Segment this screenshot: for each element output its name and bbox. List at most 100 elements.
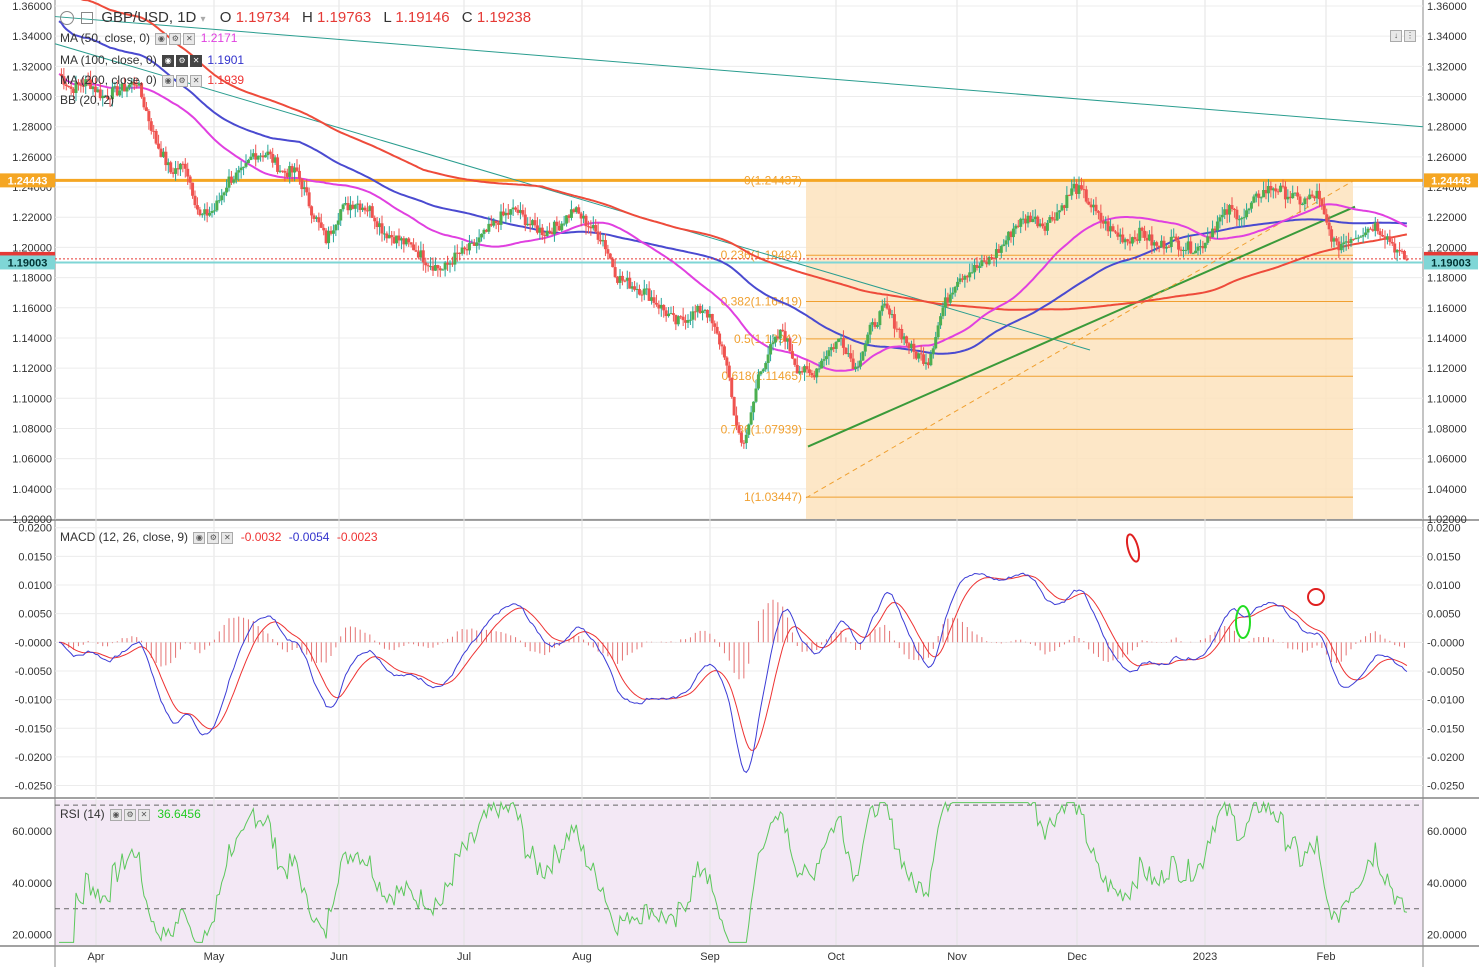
candle-body bbox=[186, 168, 190, 177]
eye-icon[interactable]: ◉ bbox=[162, 74, 175, 87]
symbol-title[interactable]: GBP/USD, 1D bbox=[101, 9, 197, 26]
candle-body bbox=[317, 217, 321, 223]
indicator-ma50[interactable]: MA (50, close, 0) ◉ ⚙ ✕ 1.2171 bbox=[60, 31, 237, 45]
candle-body bbox=[715, 326, 719, 334]
month-tick-label: Apr bbox=[87, 951, 104, 963]
candle-body bbox=[1079, 185, 1083, 190]
candle-body bbox=[854, 366, 858, 370]
indicator-ma100[interactable]: MA (100, close, 0) ◉ ⚙ ✕ 1.1901 bbox=[60, 53, 244, 67]
eye-icon[interactable]: ◉ bbox=[110, 808, 123, 821]
candle-body bbox=[686, 320, 690, 323]
candle-body bbox=[671, 313, 675, 315]
candle-body bbox=[1162, 240, 1166, 249]
indicator-bb[interactable]: BB (20, 2) bbox=[60, 93, 114, 107]
rsi-header[interactable]: RSI (14) ◉ ⚙ ✕ 36.6456 bbox=[60, 807, 201, 821]
candle-body bbox=[69, 86, 73, 89]
move-down-icon[interactable]: ↓ bbox=[1390, 29, 1402, 42]
candle-body bbox=[1208, 236, 1212, 238]
close-icon[interactable]: ✕ bbox=[138, 808, 151, 821]
macd-tick-label-left: 0.0200 bbox=[18, 523, 52, 535]
candle-body bbox=[679, 316, 683, 318]
candle-body bbox=[1016, 225, 1020, 227]
month-tick-label: Dec bbox=[1067, 951, 1087, 963]
candle-body bbox=[742, 442, 746, 444]
price-tick-label-left: 1.16000 bbox=[12, 303, 52, 315]
candle-body bbox=[152, 130, 156, 132]
candle-body bbox=[470, 242, 474, 244]
candle-body bbox=[242, 166, 246, 168]
candle-body bbox=[560, 223, 564, 231]
macd-tick-label-left: -0.0000 bbox=[15, 637, 52, 649]
candle-body bbox=[1186, 241, 1190, 250]
candle-body bbox=[1356, 237, 1360, 239]
eye-icon[interactable] bbox=[60, 11, 74, 26]
indicator-ma200[interactable]: MA (200, close, 0) ◉ ⚙ ✕ 1.1939 bbox=[60, 73, 244, 87]
macd-header[interactable]: MACD (12, 26, close, 9) ◉ ⚙ ✕ -0.0032 -0.0… bbox=[60, 530, 378, 544]
candle-body bbox=[569, 209, 573, 218]
candle-body bbox=[601, 240, 605, 242]
candle-body bbox=[1123, 239, 1127, 243]
candle-body bbox=[261, 155, 265, 158]
close-icon[interactable]: ✕ bbox=[190, 74, 203, 87]
candle-body bbox=[943, 297, 947, 308]
chevron-down-icon[interactable]: ▾ bbox=[200, 14, 206, 25]
price-tick-label-right: 1.06000 bbox=[1427, 454, 1467, 466]
eye-icon[interactable]: ◉ bbox=[155, 32, 168, 45]
candle-body bbox=[436, 265, 440, 269]
candle-body bbox=[620, 275, 624, 281]
candle-body bbox=[815, 368, 819, 378]
candle-body bbox=[550, 232, 554, 235]
candle-body bbox=[858, 360, 862, 367]
close-icon[interactable]: ✕ bbox=[221, 531, 234, 544]
candle-body bbox=[798, 371, 802, 374]
gear-icon[interactable]: ⚙ bbox=[124, 808, 137, 821]
candle-body bbox=[990, 257, 994, 259]
gear-icon[interactable]: ⚙ bbox=[176, 74, 189, 87]
candle-body bbox=[778, 329, 782, 339]
candle-body bbox=[118, 90, 122, 96]
candle-body bbox=[244, 163, 248, 167]
candle-body bbox=[467, 243, 471, 251]
candle-body bbox=[271, 154, 275, 163]
candle-body bbox=[817, 368, 821, 370]
candle-body bbox=[501, 211, 505, 216]
candle-body bbox=[562, 223, 566, 225]
macd-tick-label-left: -0.0250 bbox=[15, 781, 52, 793]
candle-body bbox=[1045, 222, 1049, 231]
eye-icon[interactable]: ◉ bbox=[193, 531, 206, 544]
candle-body bbox=[421, 250, 425, 263]
eye-icon[interactable]: ◉ bbox=[162, 54, 175, 67]
candle-body bbox=[416, 251, 420, 258]
candle-body bbox=[1121, 234, 1125, 243]
candle-body bbox=[72, 88, 76, 93]
candle-body bbox=[533, 220, 537, 226]
collapse-icon[interactable] bbox=[81, 12, 94, 25]
ma100-line bbox=[58, 20, 1407, 355]
candle-body bbox=[523, 214, 527, 226]
candle-body bbox=[1330, 229, 1334, 242]
candle-body bbox=[912, 343, 916, 352]
candle-body bbox=[1009, 231, 1013, 238]
candle-body bbox=[154, 130, 158, 144]
more-icon[interactable]: ⋮ bbox=[1404, 29, 1416, 42]
close-icon[interactable]: ✕ bbox=[183, 32, 196, 45]
candle-body bbox=[861, 351, 865, 361]
candle-body bbox=[142, 97, 146, 108]
close-icon[interactable]: ✕ bbox=[190, 54, 203, 67]
candle-body bbox=[96, 89, 100, 93]
gear-icon[interactable]: ⚙ bbox=[176, 54, 189, 67]
candle-body bbox=[161, 151, 165, 157]
gear-icon[interactable]: ⚙ bbox=[207, 531, 220, 544]
candle-body bbox=[414, 250, 418, 252]
rsi-tick-label-left: 60.0000 bbox=[12, 826, 52, 838]
candle-body bbox=[1398, 249, 1402, 251]
candle-body bbox=[492, 220, 496, 226]
candle-body bbox=[511, 207, 515, 210]
rsi-pane-bg bbox=[55, 800, 1423, 945]
candle-body bbox=[1201, 246, 1205, 249]
candle-body bbox=[1305, 198, 1309, 200]
candle-body bbox=[380, 223, 384, 234]
gear-icon[interactable]: ⚙ bbox=[169, 32, 182, 45]
